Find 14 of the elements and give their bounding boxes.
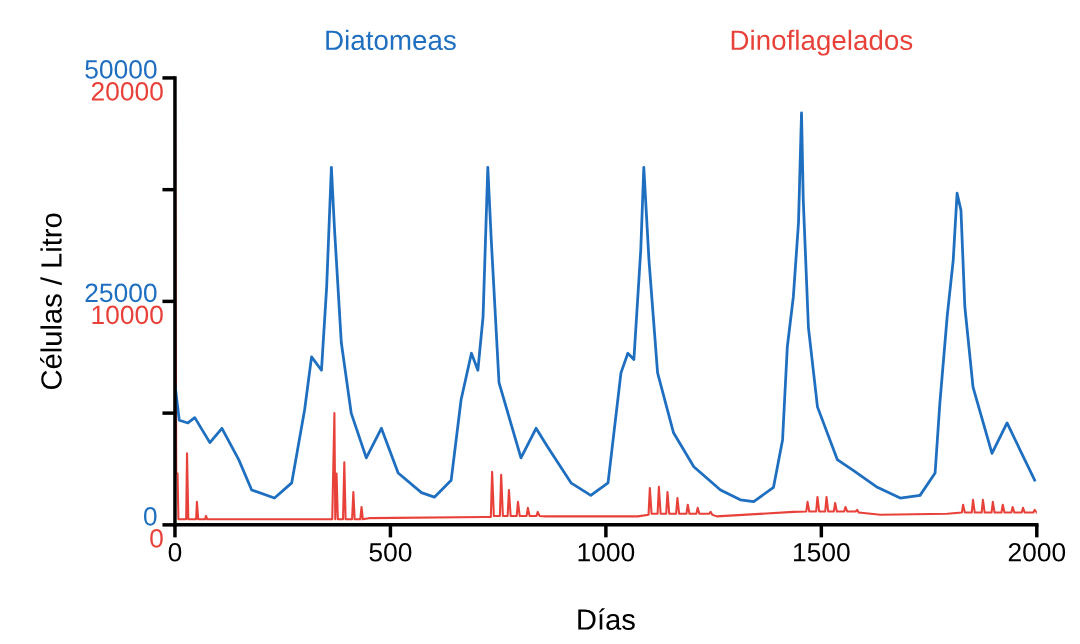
x-tick-label: 1000 (578, 542, 635, 562)
x-axis-title: Días (578, 608, 635, 630)
x-tick-label: 500 (369, 542, 412, 562)
x-tick-label: 0 (168, 542, 182, 562)
y2-tick-label: 10000 (92, 305, 163, 325)
x-tick-label: 1500 (794, 542, 850, 562)
y-tick-label: 25000 (85, 283, 157, 303)
x-tick-label: 2000 (1008, 542, 1066, 562)
text: Diatomeas (326, 29, 456, 51)
y-tick-label: 0 (143, 507, 157, 526)
text: Dinoflagelados (731, 29, 913, 56)
y2-tick-label: 20000 (91, 82, 163, 101)
y-axis-title: Células / Litro (40, 213, 62, 390)
y-tick-label: 50000 (85, 60, 157, 79)
